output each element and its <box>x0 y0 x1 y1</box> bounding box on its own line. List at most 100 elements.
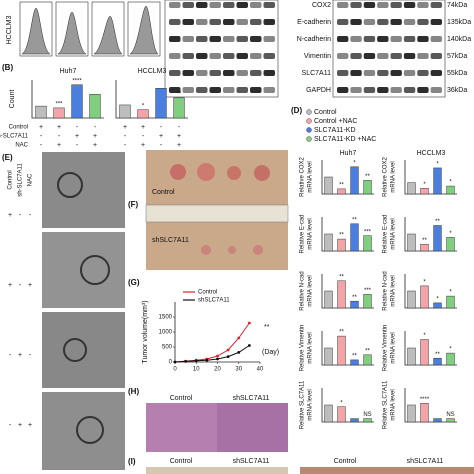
condition-mark: - <box>29 352 32 359</box>
blot-band <box>417 2 429 8</box>
y-axis-label: mRNA level <box>391 275 397 306</box>
image-label: Control <box>334 458 357 465</box>
significance-label: * <box>449 180 452 186</box>
tumor <box>170 164 186 180</box>
bar <box>324 233 333 252</box>
condition-mark: - <box>142 133 145 140</box>
significance-label: * <box>449 290 452 296</box>
y-axis-label: mRNA level <box>391 389 397 420</box>
blot-band <box>403 19 416 25</box>
blot-band <box>390 53 402 59</box>
blot-band <box>363 70 376 76</box>
condition-label: sh-SLC7A11 <box>0 134 29 140</box>
blot-band <box>263 36 275 42</box>
y-axis-label: mRNA level <box>308 332 314 363</box>
blot-band <box>430 53 442 59</box>
y-axis-label: mRNA level <box>308 161 314 192</box>
protein-label: E-cadherin <box>297 19 331 26</box>
significance-label: * <box>436 296 439 302</box>
bar <box>407 290 416 309</box>
bar <box>363 354 372 366</box>
blot-band <box>169 70 181 76</box>
blot-band <box>263 19 275 25</box>
y-axis-label: Relative N-cad <box>383 271 389 310</box>
blot-band <box>263 70 275 76</box>
blot-band <box>250 53 262 59</box>
histology-image <box>146 403 217 452</box>
tumor <box>197 163 215 181</box>
tumor <box>201 245 211 255</box>
mitochondria <box>57 172 83 198</box>
blot-band <box>250 70 262 76</box>
blot-band <box>363 36 376 42</box>
bar <box>350 166 359 195</box>
blot-band <box>250 2 262 8</box>
y-axis-label: mRNA level <box>308 218 314 249</box>
blot-band <box>430 19 442 25</box>
blot-band <box>182 2 194 8</box>
data-point <box>247 344 251 347</box>
blot-band <box>403 70 416 76</box>
blot-band <box>209 87 221 93</box>
chart-title: Huh7 <box>340 150 357 157</box>
flow-histograms <box>19 1 161 57</box>
em-image <box>42 312 125 388</box>
histogram <box>93 15 123 55</box>
bar <box>446 352 455 366</box>
mitochondria <box>63 338 87 362</box>
blot-band <box>377 19 389 25</box>
blot-band <box>223 53 235 59</box>
bar <box>337 188 346 195</box>
blot-band <box>363 2 376 8</box>
blot-band <box>263 2 275 8</box>
x-tick-label: 10 <box>193 367 200 373</box>
bar <box>35 105 47 119</box>
condition-mark: + <box>28 282 32 289</box>
bar <box>324 347 333 366</box>
condition-label: Control <box>9 125 28 131</box>
protein-label: COX2 <box>312 2 331 9</box>
condition-mark: - <box>178 124 181 131</box>
image-label: shSLC7A11 <box>233 458 270 465</box>
bar <box>433 357 442 366</box>
bar <box>420 243 429 252</box>
size-label: 74kDa <box>447 2 467 9</box>
legend-label: SLC7A11-KD +NAC <box>314 136 376 143</box>
image-label: Control <box>170 395 193 402</box>
blot-band <box>209 70 221 76</box>
chart-title: Huh7 <box>60 68 77 75</box>
data-point <box>194 359 198 363</box>
blot-band <box>337 2 349 8</box>
condition-mark: - <box>76 142 79 149</box>
blot-band <box>209 53 221 59</box>
x-axis-label: (Day) <box>262 349 279 356</box>
blot-band <box>196 53 208 59</box>
significance-label: ** <box>422 238 427 244</box>
bar <box>420 339 429 366</box>
condition-mark: + <box>75 133 79 140</box>
condition-mark: + <box>28 422 32 429</box>
bar <box>137 109 149 119</box>
condition-mark: + <box>177 133 181 140</box>
condition-mark: - <box>40 133 43 140</box>
tumor <box>227 166 241 180</box>
blot-band <box>417 87 429 93</box>
bar <box>89 94 101 119</box>
histogram <box>21 7 51 55</box>
significance-label: *** <box>364 288 372 294</box>
blot-band <box>430 87 442 93</box>
annotation: ** <box>264 324 270 331</box>
blot-band <box>169 87 181 93</box>
blot-band <box>377 53 389 59</box>
blot-band <box>182 53 194 59</box>
bar <box>446 237 455 252</box>
condition-mark: + <box>159 133 163 140</box>
bar <box>420 403 429 423</box>
blot-band <box>377 36 389 42</box>
blot-band <box>377 70 389 76</box>
condition-mark: + <box>8 282 12 289</box>
condition-mark: - <box>29 212 32 219</box>
blot-band <box>390 2 402 8</box>
blot-band <box>417 19 429 25</box>
